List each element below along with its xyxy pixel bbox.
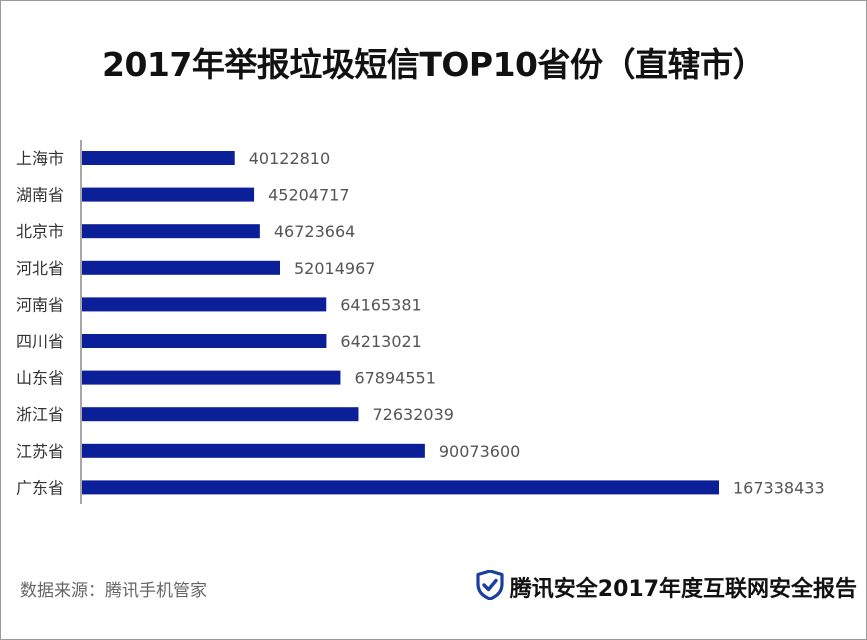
bar: [82, 260, 281, 275]
data-source-note: 数据来源：腾讯手机管家: [20, 581, 207, 601]
data-label: 64213021: [340, 332, 421, 351]
data-label: 72632039: [372, 405, 453, 424]
bar: [82, 480, 719, 495]
category-label: 江苏省: [16, 442, 64, 461]
bar: [82, 297, 327, 312]
bar: [82, 334, 327, 348]
data-label: 45204717: [268, 186, 349, 205]
bar: [82, 443, 425, 458]
data-label: 40122810: [249, 149, 330, 168]
category-label: 河北省: [16, 259, 64, 278]
bars-layer: 上海市 40122810 湖南省 45204717 北京市 46723664 河北省 5201…: [16, 149, 825, 497]
category-label: 上海市: [16, 149, 64, 168]
category-label: 广东省: [16, 478, 64, 497]
category-label: 山东省: [16, 369, 64, 388]
data-label: 46723664: [274, 222, 355, 241]
data-label: 67894551: [354, 369, 435, 388]
bar: [82, 407, 359, 422]
data-label: 167338433: [733, 478, 825, 497]
brand-text: 腾讯安全2017年度互联网安全报告: [509, 577, 857, 602]
shield-check-icon: [476, 569, 504, 604]
category-label: 浙江省: [16, 405, 64, 424]
bar: [82, 370, 341, 385]
chart-title: 2017年举报垃圾短信TOP10省份（直辖市）: [101, 45, 766, 84]
bar: [82, 151, 235, 165]
data-label: 52014967: [294, 259, 375, 278]
category-label: 湖南省: [16, 186, 64, 205]
category-label: 四川省: [16, 332, 64, 351]
category-label: 河南省: [16, 295, 64, 314]
category-label: 北京市: [16, 222, 64, 241]
bar: [82, 224, 260, 239]
brand-footer: 腾讯安全2017年度互联网安全报告: [476, 569, 857, 604]
bar: [82, 187, 255, 202]
data-label: 90073600: [439, 442, 520, 461]
data-label: 64165381: [340, 295, 421, 314]
